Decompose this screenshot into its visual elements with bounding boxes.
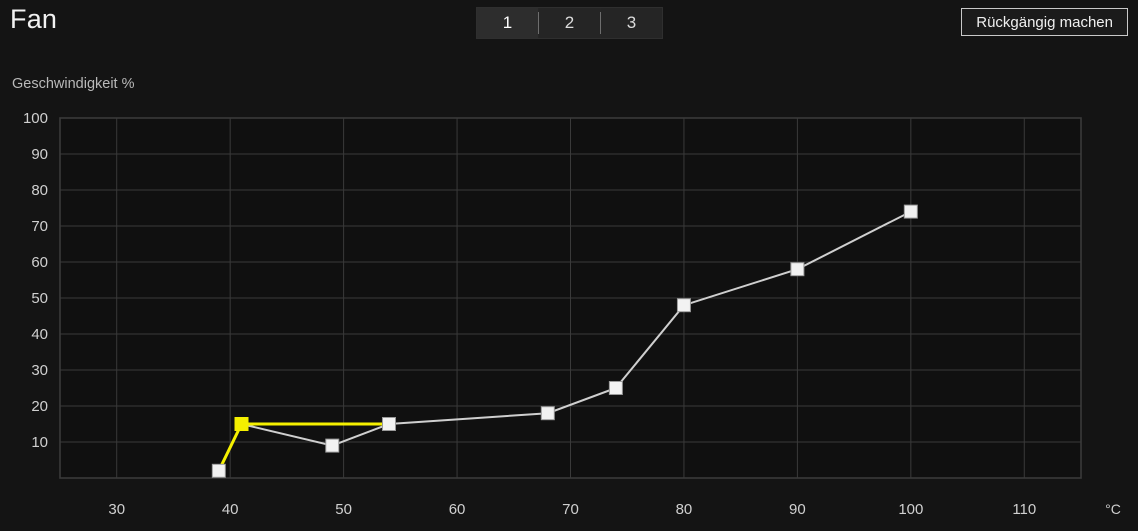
curve-point-8[interactable] <box>903 204 918 219</box>
y-tick-70: 70 <box>31 218 48 235</box>
curve-point-4[interactable] <box>540 406 555 421</box>
curve-point-2[interactable] <box>325 438 340 453</box>
tab-separator <box>600 12 601 34</box>
y-axis-tick-labels: 10 20 30 40 50 60 70 80 90 100 <box>23 110 48 451</box>
x-tick-100: 100 <box>898 501 923 518</box>
x-axis-unit: °C <box>1105 501 1121 517</box>
curve-point-7[interactable] <box>790 262 805 277</box>
header-bar: Fan 1 2 3 Rückgängig machen <box>0 0 1138 52</box>
y-tick-30: 30 <box>31 362 48 379</box>
y-tick-50: 50 <box>31 290 48 307</box>
y-axis-caption: Geschwindigkeit % <box>12 76 135 92</box>
y-tick-60: 60 <box>31 254 48 271</box>
y-tick-20: 20 <box>31 398 48 415</box>
y-tick-10: 10 <box>31 434 48 451</box>
undo-button[interactable]: Rückgängig machen <box>961 8 1128 36</box>
tab-profile-2[interactable]: 2 <box>539 8 600 38</box>
curve-points[interactable] <box>211 204 918 478</box>
y-tick-90: 90 <box>31 146 48 163</box>
x-tick-50: 50 <box>335 501 352 518</box>
x-axis-unit-label: °C <box>1105 501 1121 517</box>
page-title: Fan <box>10 4 58 34</box>
x-tick-40: 40 <box>222 501 239 518</box>
fan-curve-chart[interactable]: 10 20 30 40 50 60 70 80 90 100 30 40 50 60 70 80 90 100 1… <box>0 104 1138 531</box>
profile-tab-group: 1 2 3 <box>476 7 663 39</box>
curve-point-6[interactable] <box>676 298 691 313</box>
tab-profile-1[interactable]: 1 <box>477 8 538 38</box>
curve-point-5[interactable] <box>608 381 623 395</box>
tab-separator <box>538 12 539 34</box>
curve-point-3[interactable] <box>381 417 396 431</box>
curve-point-0[interactable] <box>211 463 226 478</box>
grid-lines <box>60 118 1081 478</box>
x-tick-70: 70 <box>562 501 579 518</box>
curve-point-1[interactable] <box>234 417 249 431</box>
x-tick-110: 110 <box>1012 501 1036 518</box>
x-tick-90: 90 <box>789 501 806 518</box>
x-tick-80: 80 <box>676 501 693 518</box>
y-tick-80: 80 <box>31 182 48 199</box>
x-tick-30: 30 <box>108 501 125 518</box>
tab-profile-3[interactable]: 3 <box>601 8 662 38</box>
y-tick-100: 100 <box>23 110 48 127</box>
x-axis-tick-labels: 30 40 50 60 70 80 90 100 110 <box>108 501 1036 518</box>
y-tick-40: 40 <box>31 326 48 343</box>
x-tick-60: 60 <box>449 501 466 518</box>
